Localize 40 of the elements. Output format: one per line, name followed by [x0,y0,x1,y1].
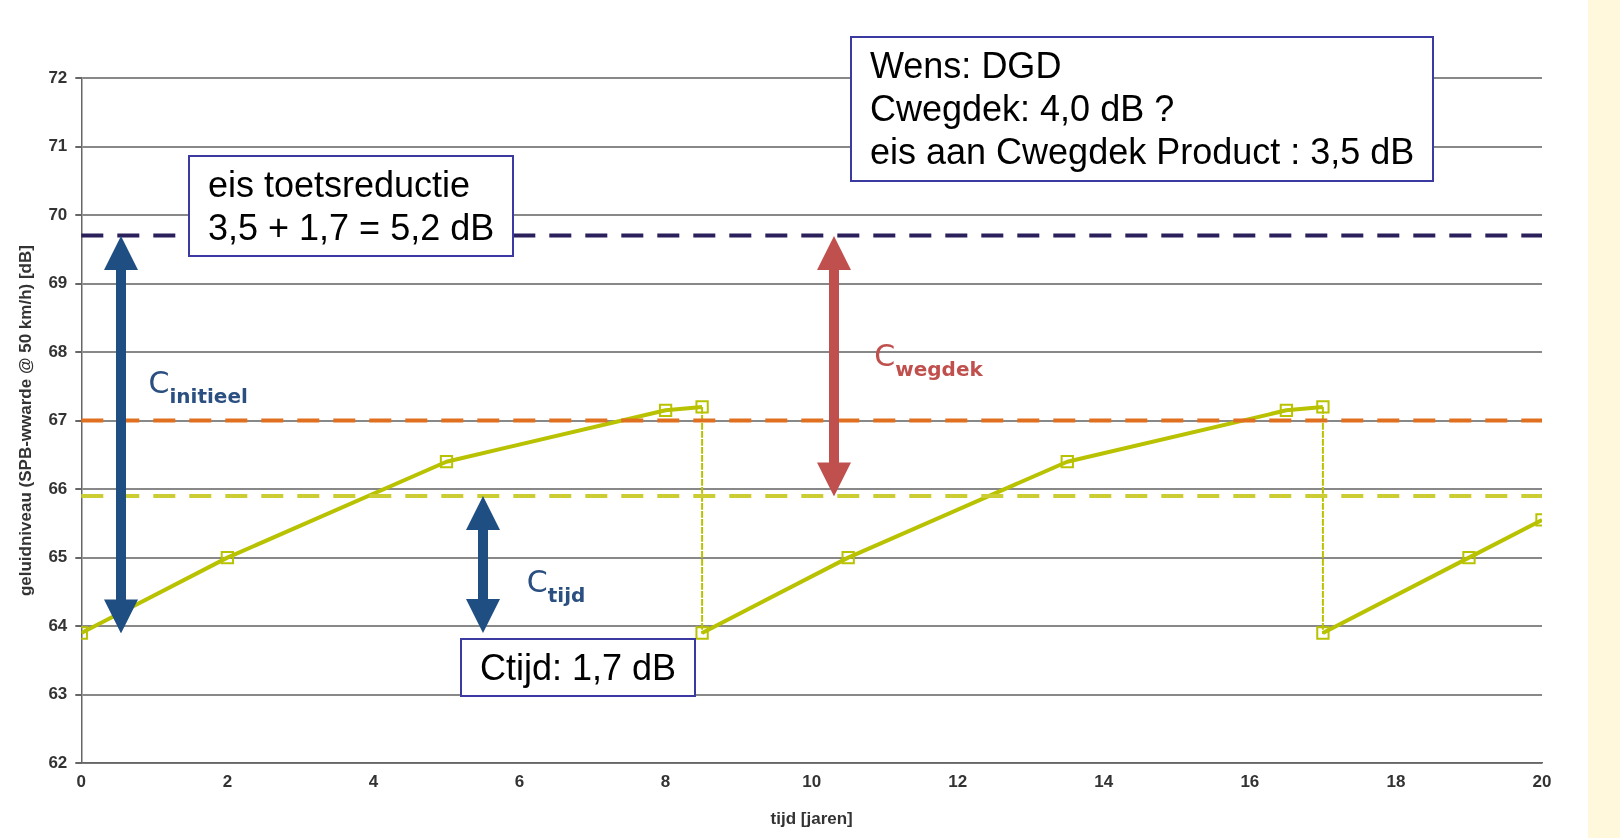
x-tick-label: 16 [1240,772,1260,792]
y-tick-label: 71 [48,136,68,156]
point [1316,400,1330,414]
x-tick-label: 14 [1094,772,1114,792]
point [1060,455,1074,469]
y-tick-label: 64 [48,615,68,635]
annotation: C$_{tijd}$ [526,563,586,607]
point [658,403,673,417]
point [439,455,454,469]
x-tick-label: 6 [514,772,525,792]
x-tick-label: 18 [1386,772,1406,792]
x-tick-label: 10 [802,772,822,792]
point [695,400,709,414]
x-tick-label: 4 [368,772,379,792]
y-tick-label: 66 [48,478,68,498]
x-tick-label: 20 [1532,772,1552,792]
y-tick-label: 67 [48,410,68,430]
point [1462,550,1476,565]
x-tick-label: 0 [76,772,87,792]
point [220,550,235,565]
y-axis-title: geluidniveau (SPB-wwarde @ 50 km/h) [dB] [15,245,35,597]
point [1279,403,1294,417]
y-tick-label: 65 [48,547,68,567]
point [841,550,855,565]
y-tick-label: 70 [48,204,68,224]
annotation: Wens: DGD Cwegdek: 4,0 dB ? eis aan Cwegdek Product : 3,5 dB [850,36,1435,182]
point [1316,626,1330,640]
y-tick-label: 63 [48,684,68,704]
y-tick-label: 68 [48,341,68,361]
annotation: C$_{initieel}$ [148,364,248,408]
y-tick-label: 69 [48,273,68,293]
x-tick-label: 8 [660,772,671,792]
point [695,626,709,640]
y-tick-label: 62 [48,752,68,772]
x-tick-label: 12 [948,772,968,792]
x-tick-label: 2 [222,772,233,792]
y-tick-label: 72 [48,67,68,87]
annotation: Ctijd: 1,7 dB [460,638,697,698]
annotation: eis toetsreductie 3,5 + 1,7 = 5,2 dB [188,155,515,258]
x-axis-title: tijd [jaren] [770,809,853,829]
